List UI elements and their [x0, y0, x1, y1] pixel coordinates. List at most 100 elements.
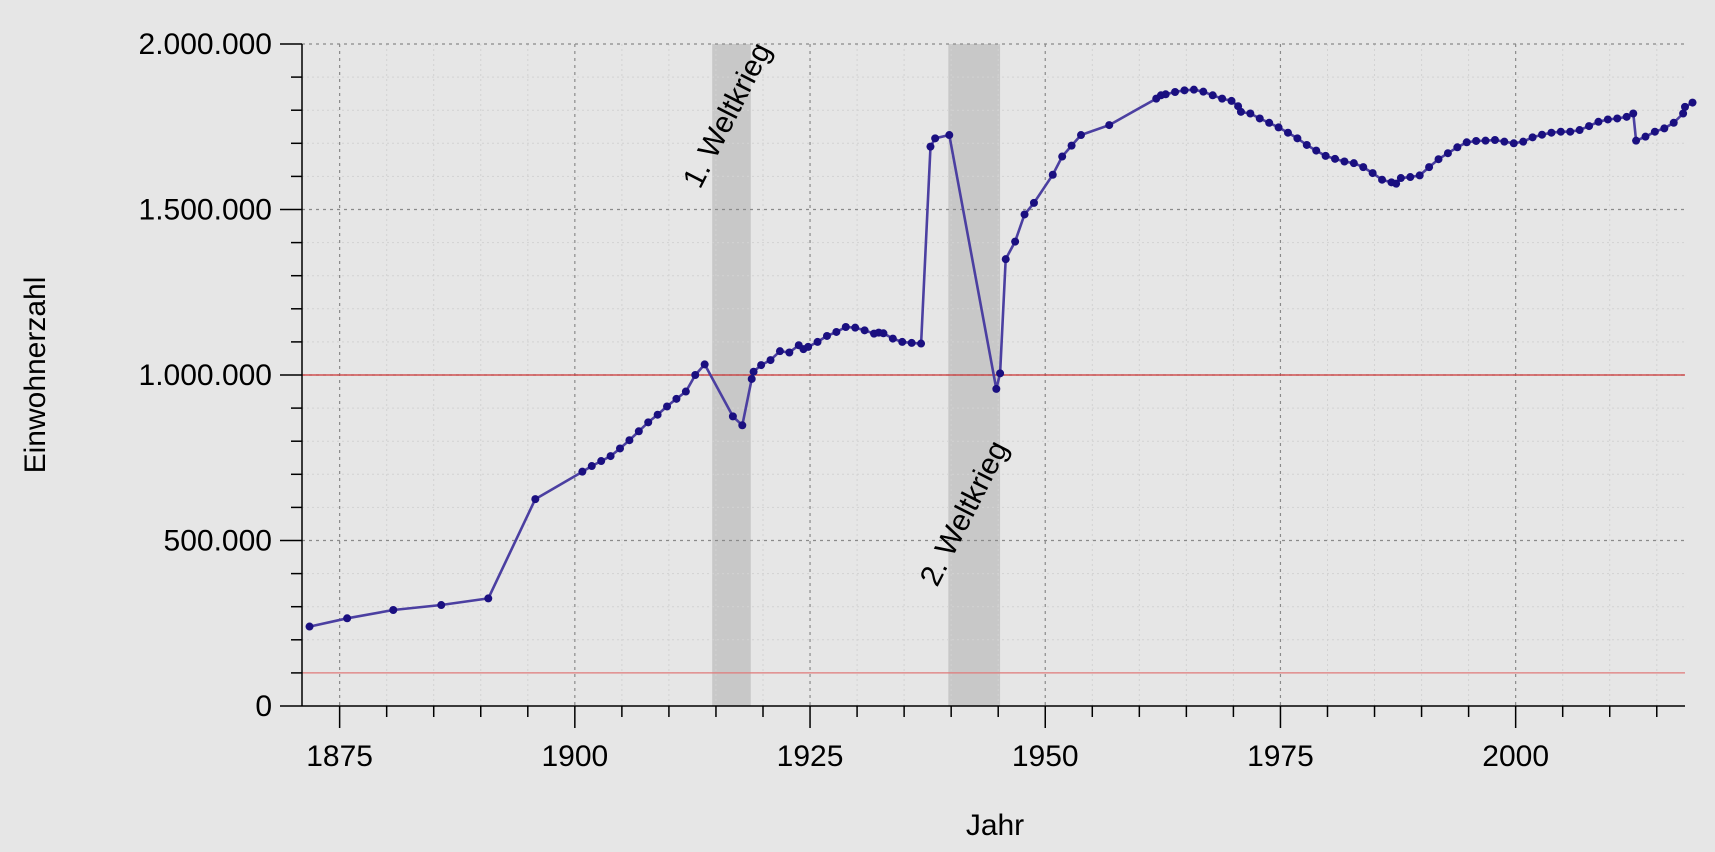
data-point: [389, 606, 398, 615]
data-point: [1443, 149, 1452, 158]
data-point: [1349, 159, 1358, 168]
data-point: [917, 339, 926, 348]
data-point: [1603, 115, 1612, 124]
data-point: [691, 371, 700, 379]
data-point: [879, 329, 888, 338]
x-tick-label: 2000: [1482, 740, 1549, 773]
data-point: [1537, 130, 1546, 139]
data-point: [1255, 114, 1264, 123]
series-layer: [305, 85, 1697, 631]
data-point: [757, 361, 766, 370]
data-point: [1462, 138, 1471, 147]
data-point: [1180, 86, 1189, 95]
data-point: [531, 495, 540, 504]
data-point: [1029, 198, 1038, 207]
data-point: [931, 134, 940, 143]
data-point: [634, 427, 643, 436]
x-axis-title: Jahr: [966, 809, 1024, 842]
y-tick-label: 1.000.000: [139, 359, 272, 392]
data-point: [888, 334, 897, 343]
data-point: [1340, 157, 1349, 166]
data-point: [898, 337, 907, 346]
data-point: [992, 384, 1001, 393]
data-point: [1641, 132, 1650, 141]
data-point: [1406, 173, 1415, 182]
data-point: [1199, 87, 1208, 96]
data-point: [1227, 96, 1236, 105]
data-point: [841, 323, 850, 332]
data-point: [1566, 127, 1575, 136]
data-point: [785, 348, 794, 357]
x-tick-label: 1875: [306, 740, 373, 773]
data-point: [1331, 154, 1340, 163]
data-point: [1001, 255, 1010, 264]
data-point: [1020, 210, 1029, 219]
data-point: [1058, 152, 1067, 161]
y-axis-title: Einwohnerzahl: [19, 277, 52, 474]
data-point: [1679, 109, 1688, 118]
data-point: [813, 337, 822, 346]
data-point: [1650, 127, 1659, 136]
data-point: [1472, 136, 1481, 145]
data-point: [1415, 171, 1424, 180]
data-point: [484, 594, 493, 603]
data-point: [1265, 118, 1274, 127]
data-point: [1011, 237, 1020, 246]
data-point: [1509, 139, 1518, 148]
data-point: [644, 418, 653, 427]
y-tick-label: 2.000.000: [139, 28, 272, 61]
data-point: [653, 410, 662, 419]
data-point: [1368, 169, 1377, 178]
data-point: [851, 323, 860, 332]
data-point: [1312, 146, 1321, 155]
y-tick-label: 0: [255, 690, 272, 723]
data-point: [1629, 109, 1638, 118]
data-point: [1481, 136, 1490, 145]
data-point: [1660, 124, 1669, 133]
data-point: [1681, 102, 1689, 111]
data-point: [1396, 174, 1405, 183]
data-point: [945, 131, 954, 140]
data-point: [1076, 131, 1085, 140]
data-point: [1161, 90, 1170, 99]
x-tick-label: 1950: [1012, 740, 1079, 773]
data-point: [1688, 98, 1697, 107]
data-point: [728, 412, 737, 421]
data-point: [1236, 107, 1245, 116]
data-point: [1490, 135, 1499, 144]
data-point: [1067, 141, 1076, 150]
data-point: [437, 601, 446, 610]
data-point: [1519, 137, 1528, 146]
data-point: [1575, 126, 1584, 135]
data-point: [1378, 175, 1387, 184]
y-tick-label: 500.000: [164, 525, 272, 558]
data-point: [747, 374, 756, 383]
data-point: [1293, 134, 1302, 143]
data-point: [1246, 109, 1255, 118]
axes-layer: [280, 43, 1685, 728]
data-point: [832, 327, 841, 336]
data-point: [681, 387, 690, 396]
data-point: [860, 326, 869, 335]
data-point: [1105, 121, 1114, 130]
y-tick-label: 1.500.000: [139, 194, 272, 227]
x-tick-label: 1900: [541, 740, 608, 773]
data-point: [1321, 151, 1330, 160]
data-point: [597, 457, 606, 466]
data-point: [578, 467, 587, 476]
data-point: [1613, 114, 1622, 123]
data-point: [343, 614, 352, 623]
data-point: [907, 338, 916, 347]
data-point: [775, 347, 784, 356]
data-point: [1425, 163, 1434, 172]
data-point: [1274, 123, 1283, 132]
data-point: [305, 622, 314, 631]
data-point: [1585, 122, 1594, 131]
data-point: [1500, 137, 1509, 146]
data-point: [1189, 85, 1198, 94]
data-point: [1547, 128, 1556, 137]
data-point: [1218, 94, 1227, 103]
data-point: [926, 142, 935, 151]
data-point: [1302, 140, 1311, 149]
